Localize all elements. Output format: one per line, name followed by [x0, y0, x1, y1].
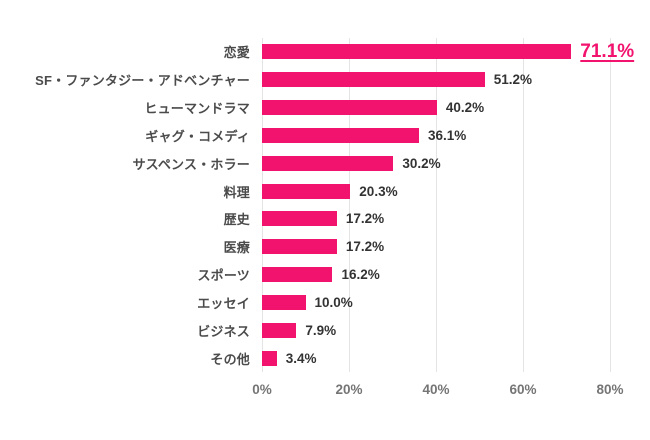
x-axis-tick-label: 40% — [422, 382, 450, 397]
category-label: 恋愛 — [223, 45, 250, 61]
x-axis-tick-label: 60% — [509, 382, 537, 397]
value-label: 7.9% — [305, 322, 337, 338]
category-label: サスペンス・ホラー — [132, 156, 250, 172]
value-label: 30.2% — [402, 155, 441, 171]
value-label-highlighted: 71.1% — [580, 40, 635, 62]
bar — [262, 44, 572, 60]
category-label: 医療 — [223, 240, 250, 256]
bar — [262, 127, 420, 143]
gridline-60 — [523, 38, 524, 372]
chart-row: SF・ファンタジー・アドベンチャー 51.2% — [0, 66, 650, 94]
chart-row: 歴史 17.2% — [0, 205, 650, 233]
bar — [262, 350, 277, 366]
bar — [262, 100, 437, 116]
category-label: ギャグ・コメディ — [145, 128, 250, 144]
value-label: 36.1% — [428, 127, 467, 143]
value-label: 3.4% — [285, 350, 317, 366]
x-axis-tick-label: 80% — [596, 382, 624, 397]
chart-row: 恋愛 71.1% — [0, 38, 650, 66]
bar — [262, 267, 333, 283]
gridline-80 — [610, 38, 611, 372]
value-label: 20.3% — [359, 183, 398, 199]
bar — [262, 183, 351, 199]
value-label: 17.2% — [345, 239, 385, 255]
category-label: エッセイ — [197, 295, 250, 311]
bar — [262, 155, 394, 171]
chart-row: 料理 20.3% — [0, 177, 650, 205]
category-label: ヒューマンドラマ — [144, 101, 250, 117]
bar — [262, 322, 297, 338]
value-label: 10.0% — [314, 294, 353, 310]
gridline-0 — [262, 38, 263, 372]
chart-row: ギャグ・コメディ 36.1% — [0, 121, 650, 149]
chart-row: その他 3.4% — [0, 344, 650, 372]
gridline-20 — [349, 38, 350, 372]
chart-row: サスペンス・ホラー 30.2% — [0, 149, 650, 177]
bar — [262, 211, 337, 227]
category-label: その他 — [210, 351, 250, 367]
x-axis-tick-label: 0% — [252, 382, 272, 397]
bar — [262, 239, 337, 255]
chart-row: ヒューマンドラマ 40.2% — [0, 94, 650, 122]
category-label: 歴史 — [223, 212, 250, 228]
chart-row: スポーツ 16.2% — [0, 261, 650, 289]
chart-row: 医療 17.2% — [0, 233, 650, 261]
value-label: 40.2% — [445, 100, 485, 116]
category-label: スポーツ — [197, 268, 250, 284]
value-label: 17.2% — [345, 211, 385, 227]
value-label: 16.2% — [341, 267, 380, 283]
gridline-40 — [436, 38, 437, 372]
value-label: 51.2% — [493, 72, 532, 88]
category-label: ビジネス — [197, 323, 250, 339]
bar — [262, 294, 306, 310]
x-axis-tick-label: 20% — [335, 382, 363, 397]
category-label: SF・ファンタジー・アドベンチャー — [35, 73, 250, 89]
bar — [262, 72, 485, 88]
category-label: 料理 — [223, 184, 250, 200]
chart-row: ビジネス 7.9% — [0, 316, 650, 344]
chart-row: エッセイ 10.0% — [0, 288, 650, 316]
